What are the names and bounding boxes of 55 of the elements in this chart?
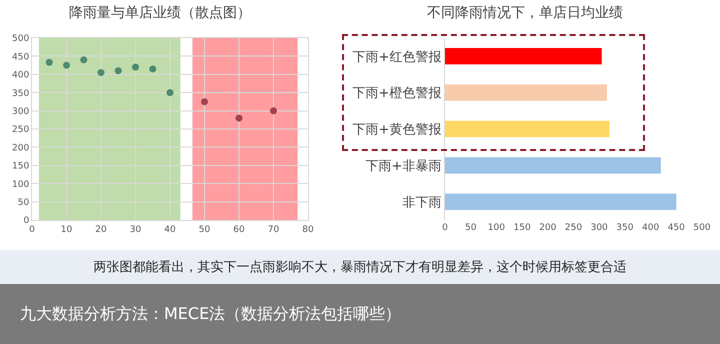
point: [166, 89, 174, 96]
x-tick-label: 0: [442, 223, 448, 233]
point: [80, 56, 88, 64]
y-tick-label: 450: [12, 52, 30, 62]
x-tick-label: 400: [642, 223, 660, 233]
x-tick-label: 30: [130, 224, 142, 235]
point: [98, 69, 104, 76]
point: [201, 98, 208, 106]
y-tick-label: 250: [12, 125, 30, 136]
bar: [445, 48, 602, 64]
bar: [445, 194, 676, 210]
y-tick-label: 200: [12, 143, 30, 154]
x-tick-label: 500: [693, 223, 711, 233]
point: [149, 65, 156, 72]
chart-title: 不同降雨情况下，单店日均业绩: [427, 5, 623, 22]
x-tick-label: 40: [164, 224, 176, 235]
y-tick-label: 下雨+非暴雨: [365, 158, 442, 174]
point: [46, 58, 53, 66]
point: [270, 107, 277, 114]
text: 九大数据分析方法：MECE法（数据分析法包括哪些）: [0, 284, 720, 344]
text: 两张图都能看出，其实下一点雨影响不大，暴雨情况下才有明显差异，这个时候用标签更合适: [0, 250, 720, 284]
x-tick-label: 60: [233, 224, 245, 235]
y-tick-label: 400: [12, 70, 30, 81]
y-tick-label: 非下雨: [402, 195, 442, 210]
y-tick-label: 500: [12, 34, 30, 44]
bar: [445, 157, 661, 174]
x-tick-label: 200: [539, 223, 557, 233]
y-tick-label: 0: [23, 216, 30, 226]
x-tick-label: 300: [590, 223, 608, 233]
x-tick-label: 10: [60, 224, 72, 235]
x-tick-label: 100: [488, 223, 506, 233]
x-tick-label: 350: [616, 223, 634, 233]
y-tick-label: 下雨+红色警报: [352, 50, 442, 65]
x-tick-label: 50: [198, 224, 210, 235]
x-tick-label: 70: [268, 224, 280, 235]
x-tick-label: 50: [464, 223, 477, 233]
y-tick-label: 下雨+黄色警报: [352, 122, 442, 138]
x-tick-label: 20: [95, 224, 107, 235]
point: [63, 62, 70, 69]
y-tick-label: 50: [18, 198, 30, 208]
x-tick-label: 450: [668, 223, 686, 233]
x-tick-label: 250: [564, 223, 582, 233]
y-tick-label: 350: [12, 88, 30, 99]
y-tick-label: 100: [12, 180, 30, 190]
bar: [445, 84, 607, 101]
x-tick-label: 80: [302, 224, 314, 235]
bar: [445, 120, 610, 138]
x-tick-label: 150: [514, 223, 531, 233]
point: [132, 64, 139, 71]
point: [236, 114, 242, 122]
y-tick-label: 150: [12, 162, 30, 172]
y-tick-label: 下雨+橙色警报: [352, 86, 442, 102]
y-tick-label: 300: [12, 106, 30, 117]
point: [114, 67, 122, 74]
chart-title: 降雨量与单店业绩（散点图）: [69, 5, 251, 22]
